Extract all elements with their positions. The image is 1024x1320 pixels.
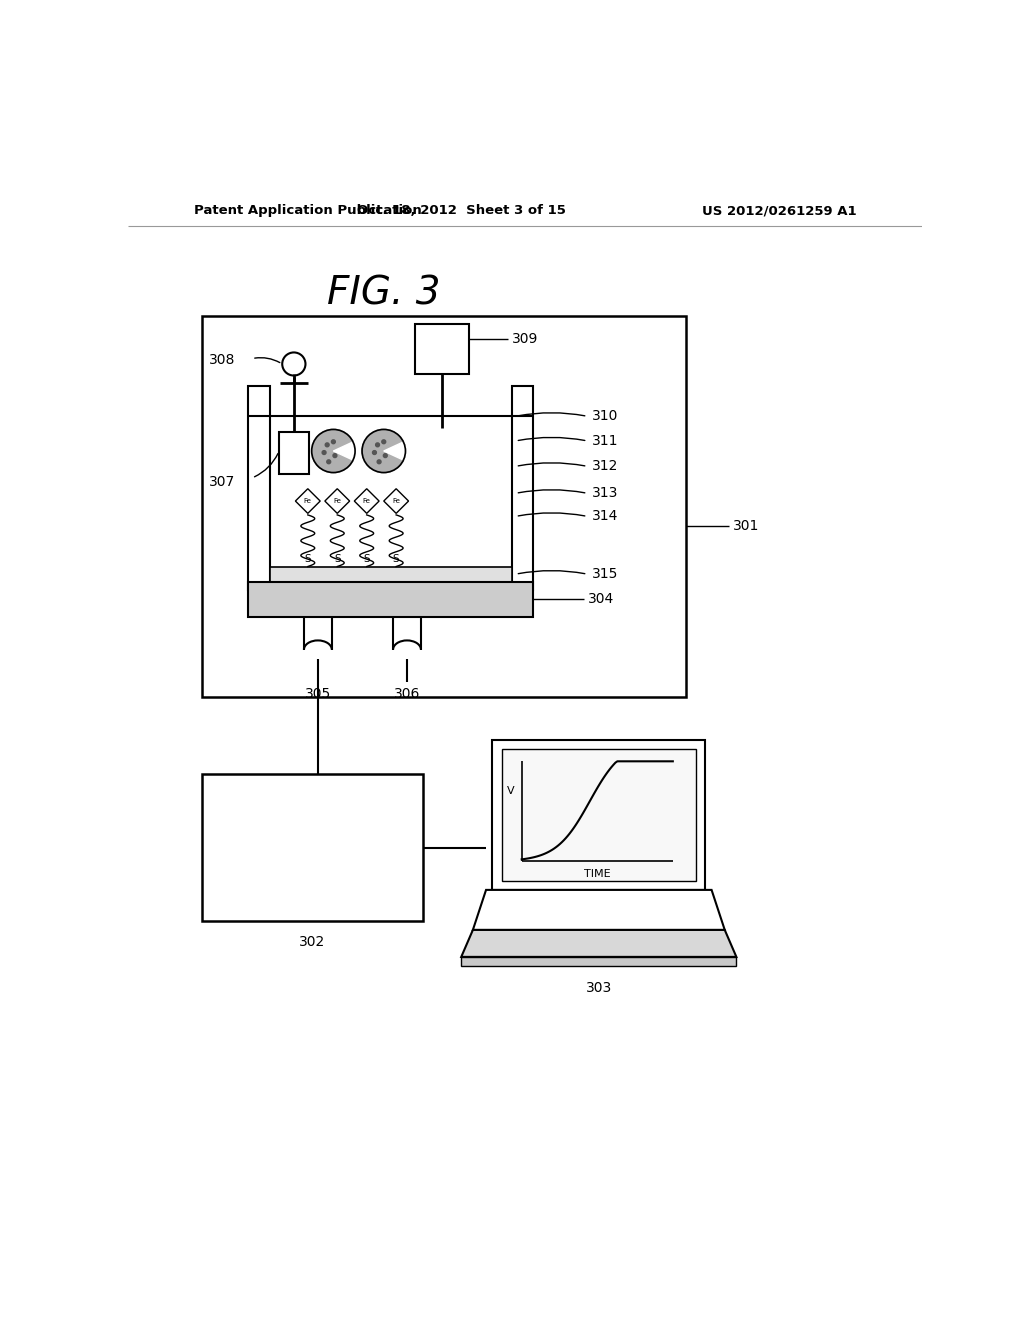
Text: 309: 309 (512, 333, 538, 346)
Text: FIG. 3: FIG. 3 (327, 275, 440, 312)
Text: 307: 307 (209, 475, 234, 488)
Text: US 2012/0261259 A1: US 2012/0261259 A1 (701, 205, 856, 218)
Text: 313: 313 (592, 486, 617, 500)
Bar (270, 566, 512, 582)
Text: 303: 303 (586, 981, 612, 995)
Text: Patent Application Publication: Patent Application Publication (194, 205, 422, 218)
Text: 312: 312 (592, 459, 617, 474)
Bar (248, 385, 270, 590)
Bar (202, 775, 423, 921)
Text: Fe: Fe (362, 498, 371, 504)
Circle shape (311, 429, 355, 473)
Circle shape (323, 450, 326, 454)
Text: 302: 302 (299, 936, 326, 949)
Text: 305: 305 (305, 686, 331, 701)
Bar (493, 739, 706, 890)
Text: V: V (507, 787, 515, 796)
Circle shape (326, 444, 329, 446)
Wedge shape (334, 442, 355, 461)
Text: 310: 310 (592, 409, 617, 424)
Bar (415, 323, 469, 374)
Circle shape (332, 440, 335, 444)
Text: 301: 301 (732, 519, 759, 533)
Text: S: S (393, 554, 399, 564)
Text: TIME: TIME (584, 869, 610, 879)
Circle shape (373, 450, 377, 454)
Bar (202, 317, 686, 697)
Text: 304: 304 (588, 593, 613, 606)
Bar (512, 385, 534, 590)
Text: Fe: Fe (304, 498, 311, 504)
Polygon shape (354, 488, 379, 513)
Wedge shape (384, 442, 406, 461)
Circle shape (382, 440, 386, 444)
Polygon shape (461, 929, 736, 957)
Text: 314: 314 (592, 510, 617, 524)
Circle shape (376, 444, 380, 446)
Bar (248, 582, 534, 616)
Circle shape (383, 454, 387, 458)
Bar (502, 748, 696, 880)
Polygon shape (384, 488, 409, 513)
Text: S: S (334, 554, 341, 564)
Text: Oct. 18, 2012  Sheet 3 of 15: Oct. 18, 2012 Sheet 3 of 15 (356, 205, 565, 218)
Circle shape (362, 429, 406, 473)
Polygon shape (295, 488, 321, 513)
Text: S: S (364, 554, 370, 564)
Circle shape (377, 459, 381, 463)
Circle shape (327, 459, 331, 463)
Text: 315: 315 (592, 568, 617, 581)
Text: 311: 311 (592, 434, 617, 447)
Text: S: S (304, 554, 311, 564)
Bar (461, 957, 736, 966)
Text: 308: 308 (209, 354, 234, 367)
Polygon shape (473, 890, 725, 929)
Text: Fe: Fe (392, 498, 400, 504)
Circle shape (333, 454, 337, 458)
Text: 306: 306 (394, 686, 420, 701)
Bar (280, 432, 308, 474)
Polygon shape (325, 488, 349, 513)
Bar (566, 916, 621, 925)
Text: Fe: Fe (334, 498, 341, 504)
